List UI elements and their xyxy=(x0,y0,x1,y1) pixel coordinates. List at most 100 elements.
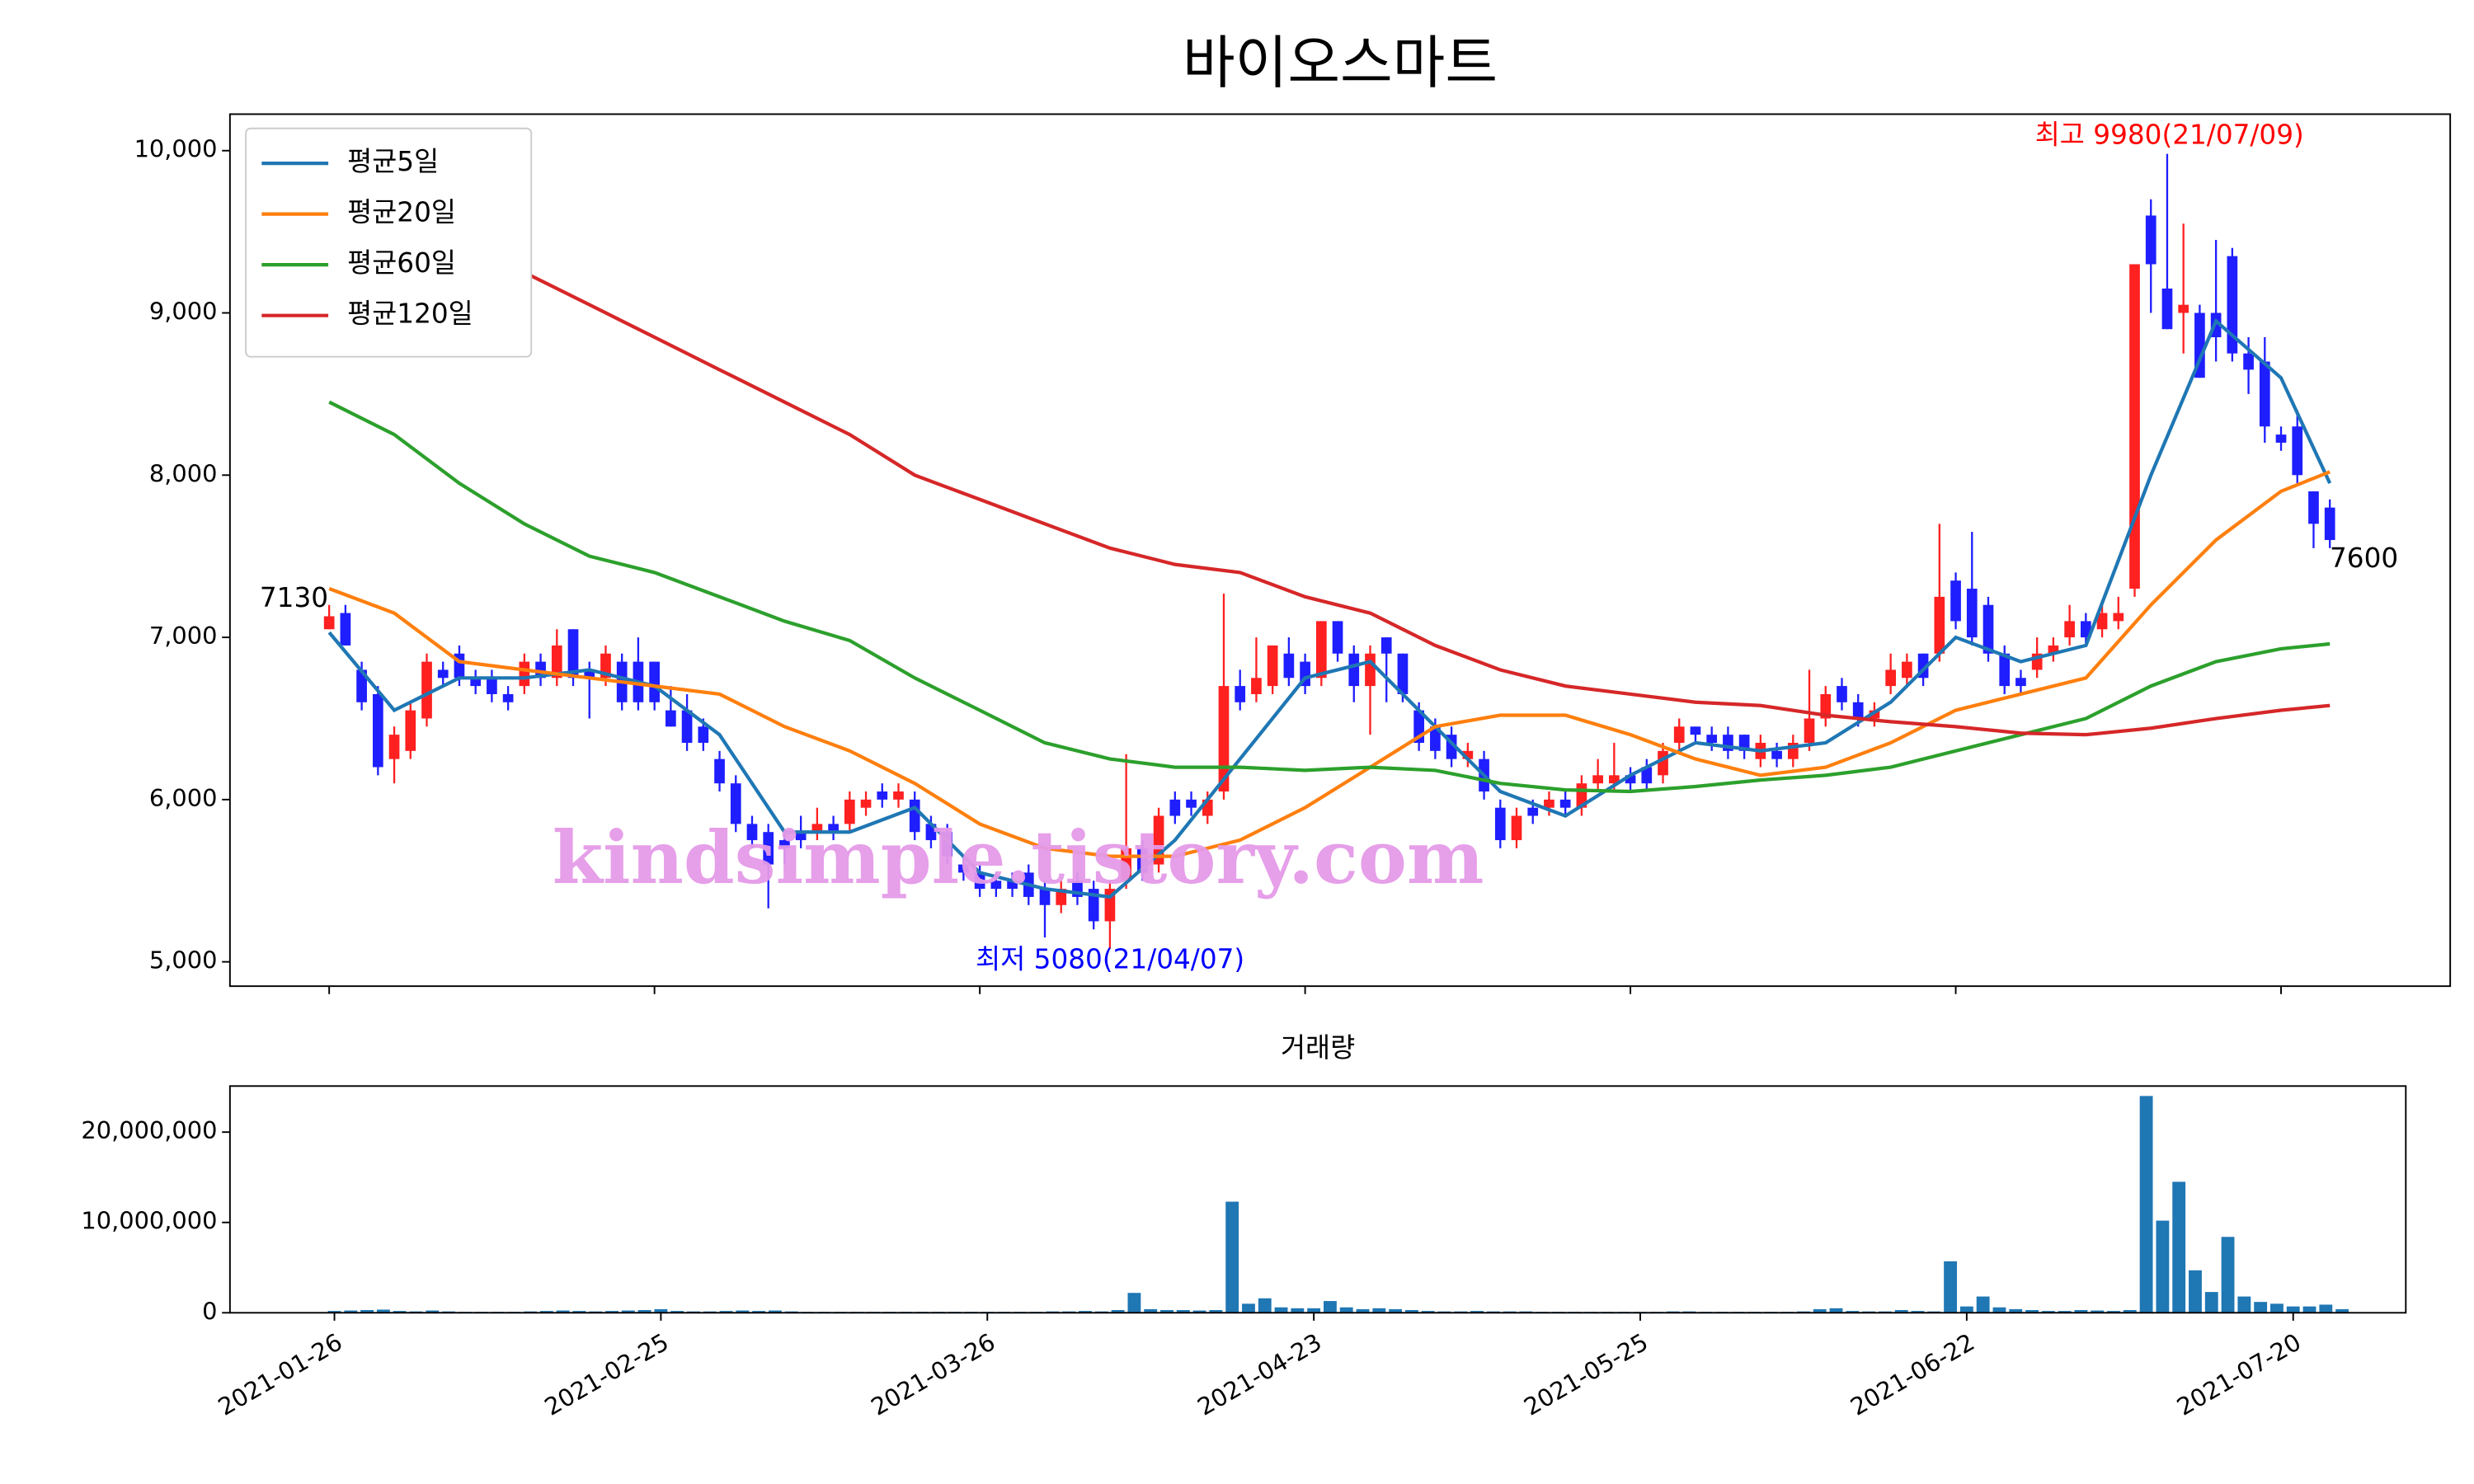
volume-bar xyxy=(1959,1306,1973,1313)
volume-bar xyxy=(572,1311,586,1313)
candle-body xyxy=(1885,669,1896,687)
candle-body xyxy=(1380,637,1392,654)
volume-bar xyxy=(2335,1308,2349,1313)
candle-body xyxy=(584,669,595,679)
candle-body xyxy=(1641,767,1653,784)
candle-body xyxy=(1511,815,1522,841)
volume-bar xyxy=(637,1310,651,1313)
candle-body xyxy=(1673,726,1685,743)
volume-bar xyxy=(2091,1310,2105,1313)
candle-body xyxy=(1218,686,1230,792)
candle-body xyxy=(1430,726,1441,751)
volume-bar xyxy=(1307,1308,1321,1313)
volume-bar xyxy=(1339,1307,1353,1313)
candle-body xyxy=(2096,613,2108,630)
volume-bar xyxy=(344,1310,358,1313)
volume-bar xyxy=(752,1311,766,1313)
candle-body xyxy=(1771,750,1782,759)
candle-body xyxy=(1966,589,1978,638)
candle-body xyxy=(1934,596,1945,654)
legend-label: 평균120일 xyxy=(347,298,473,330)
plot-area xyxy=(229,114,2451,987)
volume-bar xyxy=(1846,1311,1860,1313)
candle-body xyxy=(1039,889,1051,905)
volume-bar xyxy=(1209,1310,1223,1313)
candle-body xyxy=(681,710,693,743)
candle-body xyxy=(1494,807,1506,841)
volume-bar xyxy=(1079,1311,1092,1313)
candle-body xyxy=(714,758,725,784)
candle-body xyxy=(1559,799,1571,808)
candle-body xyxy=(990,881,1002,890)
legend-label: 평균5일 xyxy=(347,146,439,177)
candle-body xyxy=(1690,726,1701,735)
volume-bar xyxy=(2254,1302,2268,1313)
candle-body xyxy=(1658,750,1668,776)
volume-bar xyxy=(2107,1311,2120,1313)
candle-body xyxy=(1804,718,1815,743)
candle-body xyxy=(1902,661,1912,679)
candle-body xyxy=(1982,604,1994,654)
legend-label: 평균20일 xyxy=(347,197,456,228)
candle-body xyxy=(1706,735,1718,743)
volume-bar xyxy=(360,1310,374,1313)
candle-body xyxy=(2015,678,2026,687)
candle-body xyxy=(519,661,530,687)
legend-label: 평균60일 xyxy=(347,247,456,279)
candle-body xyxy=(2178,304,2189,313)
volume-bar xyxy=(1127,1293,1141,1313)
volume-bar xyxy=(539,1311,553,1313)
volume-bar xyxy=(621,1310,635,1313)
volume-bar xyxy=(1225,1201,1239,1313)
volume-bar xyxy=(2123,1310,2137,1313)
candle-body xyxy=(1592,775,1603,784)
chart-title: 바이오스마트 xyxy=(1183,31,1498,96)
candle-body xyxy=(421,661,432,719)
volume-bar xyxy=(2074,1310,2088,1313)
candle-body xyxy=(551,645,562,679)
y-tick-label: 8,000 xyxy=(149,459,218,487)
candle-body xyxy=(502,693,514,702)
candle-body xyxy=(1837,686,1847,702)
candle-body xyxy=(2048,645,2059,654)
volume-bar xyxy=(2237,1296,2251,1313)
candle-body xyxy=(1852,702,1864,719)
candle-body xyxy=(893,791,904,800)
candle-body xyxy=(1462,750,1474,759)
candle-body xyxy=(1169,799,1181,816)
volume-bar xyxy=(1421,1311,1435,1313)
volume-bar xyxy=(376,1309,390,1313)
volume-bar xyxy=(556,1310,570,1313)
candle-body xyxy=(763,832,774,865)
volume-bar xyxy=(1944,1261,1957,1313)
candle-body xyxy=(1283,653,1295,679)
plot-frame xyxy=(228,1085,2407,1314)
candle-body xyxy=(1186,799,1197,808)
volume-bar xyxy=(2286,1306,2300,1313)
volume-bar xyxy=(769,1310,782,1313)
candle-body xyxy=(811,824,823,833)
volume-bar xyxy=(2025,1310,2039,1313)
volume-bar xyxy=(2156,1220,2170,1313)
volume-bar xyxy=(1274,1307,1288,1313)
y-tick-label: 5,000 xyxy=(149,946,218,974)
candle-body xyxy=(844,799,855,824)
volume-bar xyxy=(605,1311,618,1313)
candle-body xyxy=(2161,289,2173,330)
candle-body xyxy=(2129,264,2140,589)
moving-average-line xyxy=(328,400,2331,794)
volume-bar xyxy=(1829,1308,1843,1313)
volume-bar xyxy=(1992,1307,2006,1313)
candle-body xyxy=(2259,361,2270,427)
volume-bar xyxy=(719,1311,733,1313)
volume-bar xyxy=(1372,1308,1386,1313)
candle-body xyxy=(356,669,367,702)
volume-bar xyxy=(2172,1181,2186,1313)
volume-bar xyxy=(1911,1311,1925,1313)
candle-body xyxy=(779,840,790,848)
candle-body xyxy=(666,710,676,727)
candle-body xyxy=(1365,653,1376,687)
candle-body xyxy=(323,616,335,630)
candle-body xyxy=(1625,775,1636,784)
